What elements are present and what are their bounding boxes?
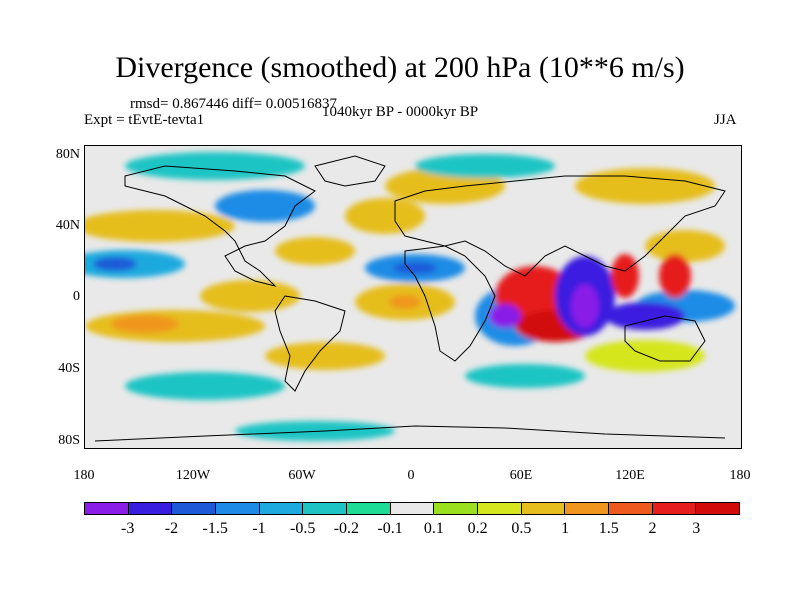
season-label: JJA	[714, 112, 737, 128]
y-tick-40N: 40N	[55, 218, 80, 233]
stats-label: rmsd= 0.867446 diff= 0.00516837	[130, 96, 338, 112]
x-tick-60E: 60E	[509, 468, 533, 483]
x-tick-60W: 60W	[288, 468, 316, 483]
colorbar-swatch-3	[216, 503, 260, 514]
colorbar-swatch-2	[172, 503, 217, 514]
colorbar-label: -0.2	[333, 520, 360, 537]
x-tick-180-left: 180	[73, 468, 95, 483]
x-tick-0: 0	[407, 468, 415, 483]
colorbar-swatch-8	[434, 503, 479, 514]
colorbar-label: -0.1	[377, 520, 403, 537]
colorbar-swatch-13	[652, 503, 697, 514]
colorbar	[84, 502, 740, 515]
colorbar-label: 1.5	[598, 520, 619, 537]
colorbar-swatch-1	[128, 503, 173, 514]
colorbar-swatch-6	[347, 503, 391, 514]
y-tick-40S: 40S	[58, 361, 80, 376]
colorbar-swatch-7	[390, 503, 435, 514]
y-tick-0: 0	[73, 289, 80, 304]
colorbar-label: 0.1	[423, 520, 444, 537]
period-label: 1040kyr BP - 0000kyr BP	[322, 104, 479, 120]
x-tick-180-right: 180	[729, 468, 751, 483]
colorbar-label: -1	[252, 520, 266, 537]
experiment-label: Expt = tEvtE-tevta1	[84, 112, 205, 128]
colorbar-swatch-14	[696, 503, 740, 514]
divergence-map	[84, 145, 742, 449]
colorbar-swatch-10	[521, 503, 566, 514]
colorbar-label: -2	[164, 520, 179, 537]
colorbar-label: -1.5	[202, 520, 228, 537]
colorbar-label: -0.5	[289, 520, 316, 537]
coastlines	[94, 155, 726, 442]
x-tick-120E: 120E	[615, 468, 645, 483]
colorbar-swatch-9	[478, 503, 522, 514]
colorbar-swatch-11	[565, 503, 610, 514]
y-tick-80S: 80S	[58, 433, 80, 448]
colorbar-label: 0.2	[467, 520, 488, 537]
colorbar-label: 1	[561, 520, 570, 537]
x-tick-120W: 120W	[175, 468, 211, 483]
plot-title: Divergence (smoothed) at 200 hPa (10**6 …	[115, 51, 685, 84]
colorbar-swatch-5	[303, 503, 348, 514]
colorbar-label: 3	[692, 520, 701, 537]
y-tick-80N: 80N	[55, 147, 80, 162]
colorbar-label: 0.5	[511, 520, 532, 537]
colorbar-swatch-4	[259, 503, 304, 514]
colorbar-label: 2	[648, 520, 657, 537]
colorbar-label: -3	[121, 520, 135, 537]
colorbar-swatch-12	[609, 503, 653, 514]
colorbar-swatch-0	[85, 503, 129, 514]
